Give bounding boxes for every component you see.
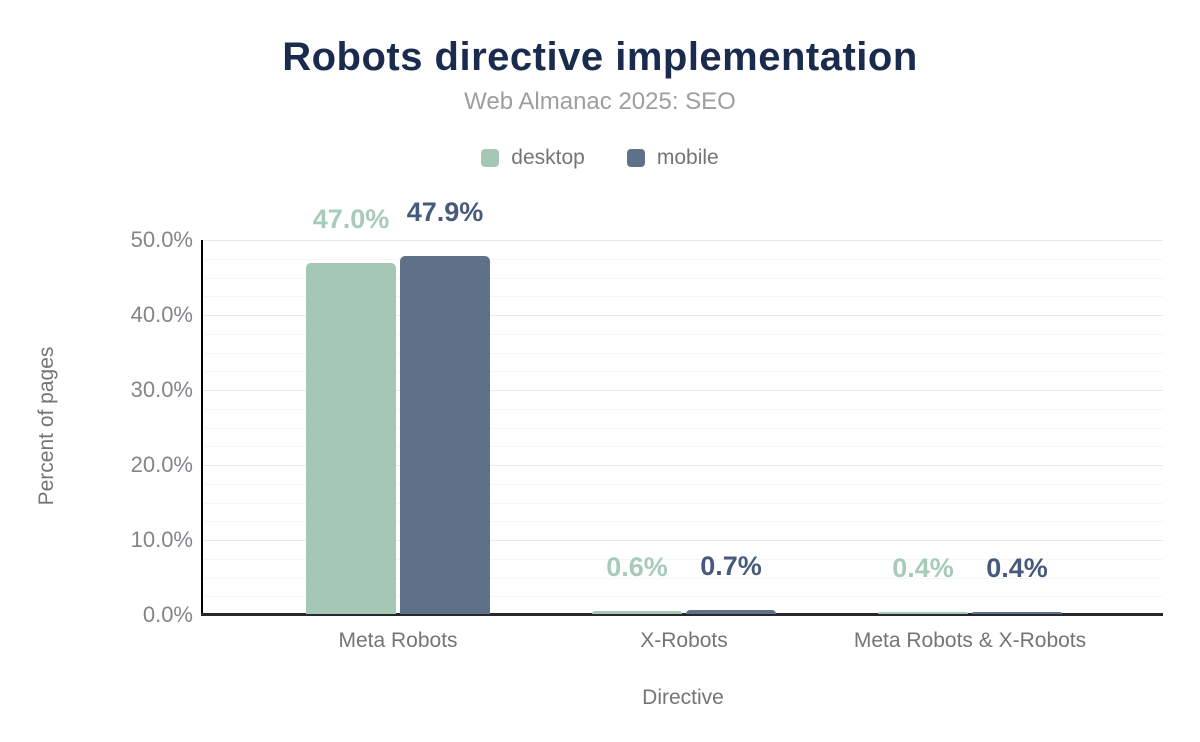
gridline — [203, 296, 1163, 298]
bar-mobile-0[interactable] — [400, 255, 490, 614]
bar-desktop-2[interactable] — [878, 612, 968, 614]
legend-label-mobile: mobile — [656, 146, 719, 169]
chart-title: Robots directive implementation — [282, 35, 918, 79]
gridline — [203, 315, 1163, 316]
bar-value-label: 47.0% — [312, 203, 390, 234]
gridline — [203, 427, 1163, 429]
gridline — [203, 390, 1163, 391]
gridline — [203, 521, 1163, 523]
x-axis-line — [201, 613, 1163, 616]
bar-desktop-0[interactable] — [306, 262, 396, 614]
gridline — [203, 333, 1163, 335]
chart-header: Robots directive implementation Web Alma… — [0, 34, 1200, 170]
y-tick-label: 10.0% — [130, 527, 193, 552]
y-tick-label: 50.0% — [130, 227, 193, 252]
y-tick-label: 30.0% — [130, 377, 193, 402]
bar-value-label: 0.4% — [986, 553, 1048, 583]
x-tick-label: Meta Robots & X-Robots — [853, 629, 1087, 652]
legend-item-desktop[interactable]: desktop — [481, 146, 585, 170]
legend-item-mobile[interactable]: mobile — [626, 146, 719, 170]
y-axis-line — [201, 240, 203, 616]
y-axis-title: Percent of pages — [35, 346, 58, 506]
gridline — [203, 446, 1163, 448]
y-tick-label: 40.0% — [130, 302, 193, 327]
gridline — [203, 577, 1163, 579]
bar-value-label: 0.6% — [606, 551, 668, 582]
gridline — [203, 277, 1163, 279]
bar-desktop-1[interactable] — [592, 610, 682, 614]
x-axis-title: Directive — [642, 686, 724, 709]
mobile-series-swatch — [626, 149, 645, 167]
gridline — [203, 352, 1163, 354]
gridline — [203, 596, 1163, 598]
bar-value-label: 0.7% — [700, 550, 762, 581]
gridline — [203, 540, 1163, 541]
desktop-series-swatch — [481, 149, 500, 167]
y-tick-label: 20.0% — [130, 452, 193, 477]
gridline — [203, 371, 1163, 373]
bar-value-label: 47.9% — [406, 196, 484, 227]
bar-value-label: 0.4% — [892, 553, 954, 583]
chart-subtitle: Web Almanac 2025: SEO — [464, 88, 736, 115]
gridline — [203, 258, 1163, 260]
gridline — [203, 483, 1163, 485]
bar-mobile-2[interactable] — [972, 612, 1062, 614]
x-tick-label: Meta Robots — [338, 629, 458, 652]
x-tick-label: X-Robots — [640, 629, 728, 652]
bar-mobile-1[interactable] — [686, 609, 776, 614]
y-tick-label: 0.0% — [142, 602, 193, 627]
legend-label-desktop: desktop — [511, 146, 585, 169]
gridline — [203, 465, 1163, 466]
gridline — [203, 502, 1163, 504]
legend: desktop mobile — [0, 146, 1200, 170]
gridline — [203, 558, 1163, 560]
gridline — [203, 240, 1163, 241]
gridline — [203, 408, 1163, 410]
